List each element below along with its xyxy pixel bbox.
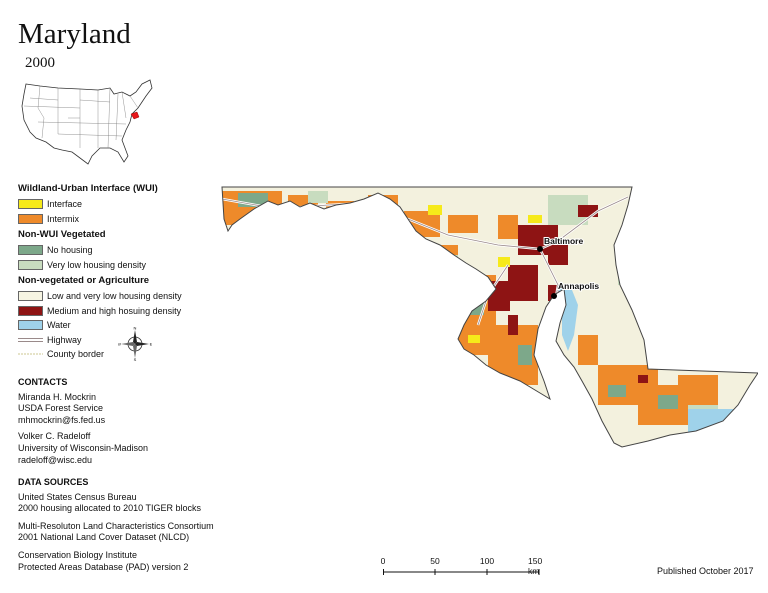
legend-item-water: Water — [18, 318, 208, 333]
published-date: Published October 2017 — [657, 566, 754, 576]
legend-item-high-density: Medium and high hosuing density — [18, 304, 208, 319]
county-border-line-icon — [18, 349, 43, 359]
scale-bar: 0 50 100 150 km — [380, 556, 548, 580]
city-label-annapolis: Annapolis — [558, 281, 599, 291]
highway-line-icon — [18, 335, 43, 345]
compass-rose-icon: N S W E — [118, 327, 152, 361]
scale-tick-label: 150 km — [528, 556, 543, 576]
source-org: Conservation Biology Institute — [18, 549, 138, 560]
legend-item-no-housing: No housing — [18, 243, 208, 258]
legend-swatch-very-low-housing — [18, 259, 43, 270]
legend-swatch-interface — [18, 199, 43, 210]
scale-tick-label: 100 — [479, 556, 495, 566]
legend-heading-nonwui: Non-WUI Vegetated — [18, 229, 106, 240]
legend-swatch-water — [18, 320, 43, 331]
legend-label: Interface — [47, 199, 83, 210]
legend-heading-nonveg: Non-vegetated or Agriculture — [18, 275, 150, 286]
legend-label: No housing — [47, 245, 93, 256]
contact-org: USDA Forest Service — [18, 403, 104, 414]
source-org: United States Census Bureau — [18, 491, 137, 502]
map-title: Maryland — [18, 18, 131, 50]
map-legend: Wildland-Urban Interface (WUI) Interface… — [18, 183, 208, 362]
legend-label: Very low housing density — [47, 259, 147, 270]
scale-bar-line — [383, 569, 540, 575]
city-marker-baltimore — [537, 246, 543, 252]
compass-w: W — [118, 342, 121, 347]
legend-swatch-no-housing — [18, 245, 43, 256]
legend-item-intermix: Intermix — [18, 212, 208, 227]
legend-label: Highway — [47, 334, 82, 345]
legend-item-very-low-housing: Very low housing density — [18, 258, 208, 273]
source-detail: 2001 National Land Cover Dataset (NLCD) — [18, 532, 190, 543]
legend-label: Medium and high hosuing density — [47, 305, 182, 316]
legend-label: Intermix — [47, 213, 80, 224]
legend-item-low-density: Low and very low housing density — [18, 289, 208, 304]
scale-tick-label: 50 — [430, 556, 440, 566]
contacts-section: CONTACTS Miranda H. Mockrin USDA Forest … — [18, 377, 148, 466]
source-org: Multi-Resoluton Land Characteristics Con… — [18, 520, 214, 531]
legend-label: Low and very low housing density — [47, 291, 182, 302]
city-label-baltimore: Baltimore — [544, 236, 583, 246]
compass-e: E — [150, 342, 152, 347]
compass-s: S — [134, 357, 137, 361]
legend-item-county: County border — [18, 347, 208, 362]
legend-swatch-high-density — [18, 305, 43, 316]
legend-swatch-intermix — [18, 213, 43, 224]
contacts-heading: CONTACTS — [18, 377, 68, 387]
legend-item-highway: Highway — [18, 333, 208, 348]
data-sources-section: DATA SOURCES United States Census Bureau… — [18, 477, 214, 573]
contact-org: University of Wisconsin-Madison — [18, 442, 149, 453]
source-detail: 2000 housing allocated to 2010 TIGER blo… — [18, 503, 201, 514]
source-detail: Protected Areas Database (PAD) version 2 — [18, 561, 189, 572]
city-marker-annapolis — [551, 293, 557, 299]
contact-email: mhmockrin@fs.fed.us — [18, 414, 106, 425]
maryland-wui-map: Baltimore Annapolis — [221, 186, 758, 448]
scale-tick-label: 0 — [380, 556, 386, 566]
contact-name: Volker C. Radeloff — [18, 431, 91, 442]
legend-heading-wui: Wildland-Urban Interface (WUI) — [18, 183, 158, 194]
contact-name: Miranda H. Mockrin — [18, 391, 97, 402]
contact-email: radeloff@wisc.edu — [18, 454, 93, 465]
legend-label: County border — [47, 349, 105, 360]
compass-n: N — [134, 327, 137, 331]
legend-swatch-low-density — [18, 291, 43, 302]
legend-item-interface: Interface — [18, 197, 208, 212]
legend-label: Water — [47, 320, 71, 331]
map-year: 2000 — [25, 55, 55, 71]
sources-heading: DATA SOURCES — [18, 477, 89, 487]
us-locator-map — [21, 79, 153, 165]
